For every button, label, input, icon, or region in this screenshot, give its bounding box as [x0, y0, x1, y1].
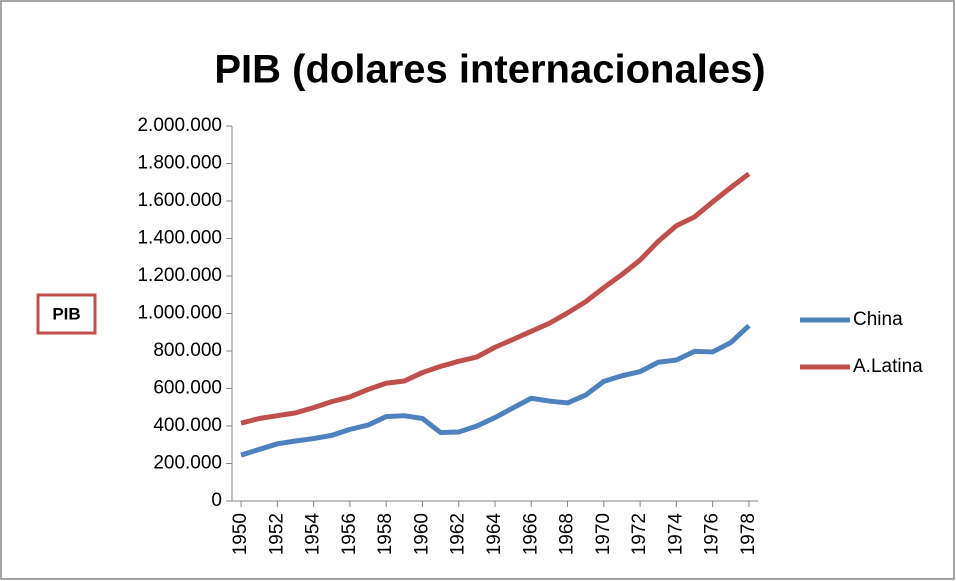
x-tick-label: 1972 [629, 513, 650, 555]
legend-label: A.Latina [853, 356, 923, 377]
x-tick-label: 1974 [665, 513, 686, 556]
y-tick-label: 1.000.000 [137, 303, 222, 324]
x-tick-label: 1976 [702, 513, 723, 555]
line-series [240, 323, 751, 458]
x-tick-label: 1968 [557, 513, 578, 555]
y-tick-label: 1.800.000 [137, 153, 222, 174]
x-tick-label: 1964 [484, 513, 505, 556]
y-tick-label: 1.200.000 [137, 265, 222, 286]
x-tick-label: 1958 [375, 513, 396, 555]
y-tick-label: 1.600.000 [137, 190, 222, 211]
y-tick-label: 600.000 [153, 378, 222, 399]
y-label-box [36, 293, 97, 335]
x-tick-label: 1970 [593, 513, 614, 555]
x-tick-label: 1952 [266, 513, 287, 555]
x-tick-label: 1956 [339, 513, 360, 555]
y-tick-label: 800.000 [153, 340, 222, 361]
y-tick-label: 400.000 [153, 415, 222, 436]
x-tick-label: 1978 [738, 513, 759, 555]
y-tick-label: 1.400.000 [137, 228, 222, 249]
x-tick-label: 1950 [230, 513, 251, 555]
y-axis-label: PIB [52, 304, 80, 323]
y-tick-label: 200.000 [153, 453, 222, 474]
line-series [240, 171, 751, 426]
y-tick-label: 2.000.000 [137, 115, 222, 136]
chart-title: PIB (dolares internacionales) [214, 48, 765, 92]
y-tick-label: 0 [211, 490, 222, 511]
x-tick-label: 1962 [448, 513, 469, 555]
x-tick-label: 1954 [303, 513, 324, 556]
legend-label: China [853, 309, 903, 330]
x-tick-label: 1966 [520, 513, 541, 555]
x-tick-label: 1960 [411, 513, 432, 555]
